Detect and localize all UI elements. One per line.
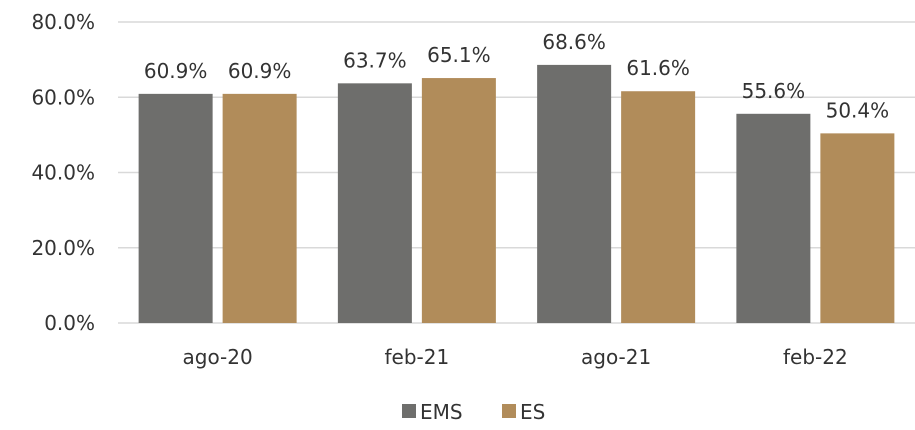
x-category-label: ago-21 [581, 345, 651, 369]
bars [138, 64, 895, 324]
bar-es-ago-20 [222, 93, 297, 324]
data-label: 63.7% [343, 48, 407, 72]
bar-ems-ago-21 [537, 64, 612, 323]
data-labels: 60.9% 60.9% 63.7% 65.1% 68.6% 61.6% 55.6% 50.4% [144, 30, 889, 122]
x-axis-categories: ago-20 feb-21 ago-21 feb-22 [183, 345, 848, 369]
legend-swatch-es [502, 404, 516, 418]
data-label: 65.1% [427, 43, 491, 67]
data-label: 55.6% [742, 79, 806, 103]
y-tick-label: 0.0% [44, 311, 95, 335]
data-label: 68.6% [542, 30, 606, 54]
bar-es-feb-22 [820, 133, 895, 323]
bar-es-feb-21 [421, 78, 496, 323]
data-label: 61.6% [626, 56, 690, 80]
legend-label-ems: EMS [420, 400, 463, 424]
legend-label-es: ES [520, 400, 545, 424]
bar-ems-feb-22 [736, 113, 811, 324]
legend-swatch-ems [402, 404, 416, 418]
bar-es-ago-21 [621, 91, 696, 323]
y-axis-ticks: 0.0% 20.0% 40.0% 60.0% 80.0% [31, 10, 95, 335]
y-tick-label: 80.0% [31, 10, 95, 34]
legend: EMS ES [402, 400, 545, 424]
x-category-label: feb-21 [385, 345, 450, 369]
x-category-label: feb-22 [783, 345, 848, 369]
y-tick-label: 60.0% [31, 85, 95, 109]
x-category-label: ago-20 [183, 345, 253, 369]
y-tick-label: 40.0% [31, 161, 95, 185]
data-label: 50.4% [826, 98, 890, 122]
data-label: 60.9% [228, 59, 292, 83]
data-label: 60.9% [144, 59, 208, 83]
bar-ems-feb-21 [337, 83, 412, 323]
bar-ems-ago-20 [138, 93, 213, 324]
y-tick-label: 20.0% [31, 236, 95, 260]
